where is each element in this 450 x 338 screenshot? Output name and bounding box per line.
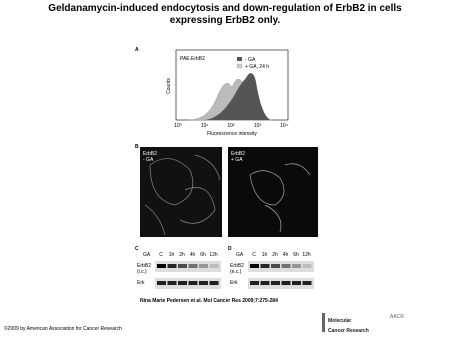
blot-band	[250, 264, 259, 268]
x-tick-label: 10²	[227, 123, 235, 129]
micrograph	[228, 147, 318, 237]
row-label: Erk	[230, 280, 238, 286]
legend-swatch	[237, 57, 242, 61]
logo-org: AACR	[390, 314, 404, 320]
sample-label: PAE.ErbB2	[180, 56, 205, 62]
lane-label: 6h	[293, 252, 299, 258]
x-tick-label: 10⁰	[174, 123, 182, 129]
blot-strip	[155, 261, 221, 272]
cell-outlines	[144, 154, 311, 236]
blot-band	[178, 264, 187, 268]
blot-strip	[248, 261, 314, 272]
lane-label: 12h	[302, 252, 311, 258]
lane-label: 2h	[179, 252, 185, 258]
row-label: (i.c.)	[137, 269, 147, 275]
row-label: ErbB2	[230, 263, 244, 269]
citation: Nina Marie Pedersen et al. Mol Cancer Re…	[140, 298, 278, 304]
blot-band	[260, 281, 270, 285]
row-label: (e.c.)	[230, 269, 242, 275]
blot-band	[292, 264, 301, 268]
lane-label: 1h	[262, 252, 268, 258]
row-label: ErbB2	[137, 263, 151, 269]
blot-band	[209, 264, 219, 268]
copyright: ©2009 by American Association for Cancer…	[4, 325, 122, 332]
blot-band	[271, 264, 280, 268]
blot-band	[292, 281, 301, 285]
image-label: ErbB2	[231, 151, 245, 157]
blot-band	[302, 264, 312, 268]
image-label: - GA	[143, 157, 154, 163]
blot-band	[199, 264, 208, 268]
blot-band	[302, 281, 312, 285]
blot-band	[167, 264, 177, 268]
lane-label: 6h	[200, 252, 206, 258]
title: Geldanamycin-induced endocytosis and dow…	[48, 3, 402, 26]
blot-band	[188, 264, 198, 268]
micrograph	[140, 147, 222, 237]
blot-band	[260, 264, 270, 268]
image-label: + GA	[231, 157, 243, 163]
lane-label: C	[252, 252, 256, 258]
x-ticks: 10⁰ 10¹ 10² 10³ 10⁴	[174, 123, 288, 129]
blot-band	[188, 281, 198, 285]
image-label: ErbB2	[143, 151, 157, 157]
row-label: Erk	[137, 280, 145, 286]
blot-band	[178, 281, 187, 285]
panel-label: D	[228, 246, 232, 252]
panel-label: B	[135, 144, 139, 150]
histogram-minus-ga	[205, 73, 270, 120]
logo-name: Molecular	[328, 318, 351, 324]
blot-band	[199, 281, 208, 285]
x-tick-label: 10³	[254, 123, 262, 129]
lane-label: 2h	[272, 252, 278, 258]
panel-label: C	[135, 246, 139, 252]
legend-entry: - GA	[245, 57, 256, 63]
y-label: Counts	[166, 78, 172, 94]
blot-band	[250, 281, 259, 285]
blot-strip	[248, 278, 314, 289]
legend-entry: + GA, 24 h	[245, 64, 269, 70]
blot-band	[281, 281, 291, 285]
blot-band	[281, 264, 291, 268]
blot-strip	[155, 278, 221, 289]
treatment-label: GA	[143, 252, 151, 258]
logo-bar	[322, 313, 325, 332]
lane-label: 4h	[283, 252, 289, 258]
blot-band	[167, 281, 177, 285]
x-label: Fluorescence intensity	[207, 131, 257, 137]
blot-band	[157, 281, 166, 285]
lane-label: 12h	[209, 252, 218, 258]
lane-label: 1h	[169, 252, 175, 258]
x-tick-label: 10¹	[201, 123, 209, 129]
blot-band	[271, 281, 280, 285]
logo-name: Cancer Research	[328, 328, 369, 334]
x-tick-label: 10⁴	[280, 123, 288, 129]
panel-label: A	[135, 47, 139, 53]
blot-band	[209, 281, 219, 285]
blot-band	[157, 264, 166, 268]
legend-swatch	[236, 63, 243, 69]
lane-label: C	[159, 252, 163, 258]
treatment-label: GA	[236, 252, 244, 258]
lane-label: 4h	[190, 252, 196, 258]
